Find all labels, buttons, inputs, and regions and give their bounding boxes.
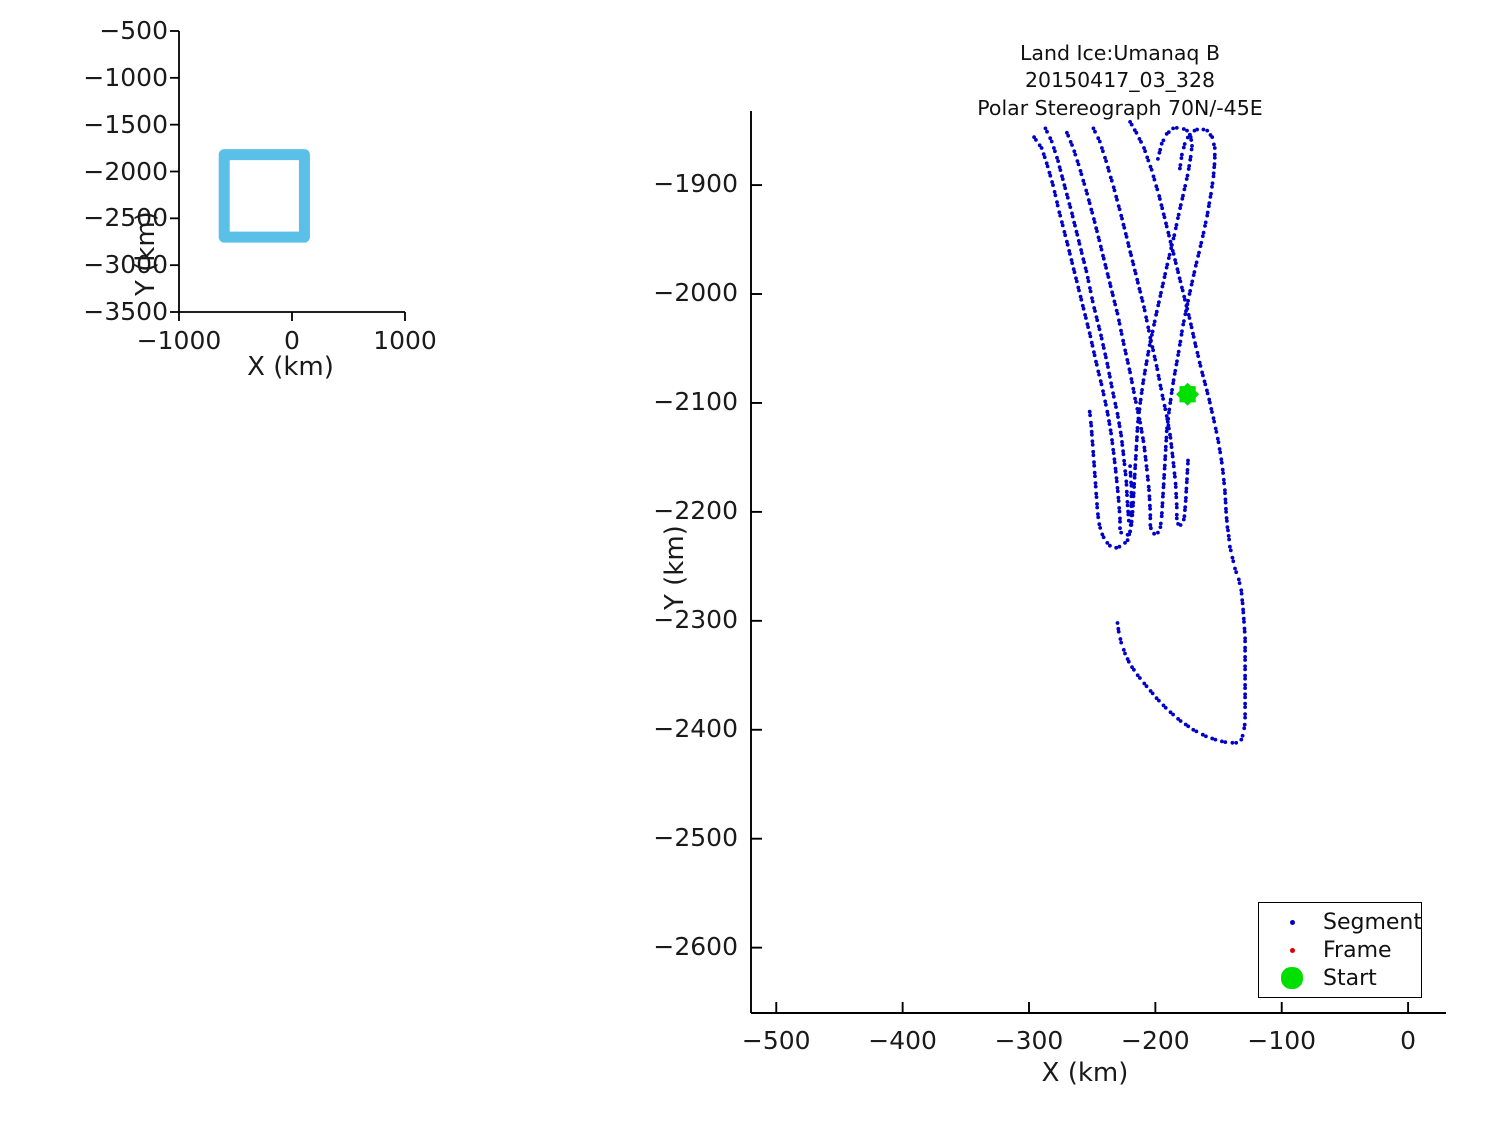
segment-track [1032,120,1247,745]
title-line-3: Polar Stereograph 70N/-45E [977,95,1263,120]
overview-y-tick: −3000 [83,250,168,280]
main-ticks [751,184,1410,1013]
title-line-2: 20150417_03_328 [1024,68,1216,93]
main-y-tick: −2200 [653,495,738,525]
overview-x-tick: −1000 [136,326,222,355]
track-line-4 [1091,126,1190,527]
main-y-tick: −1900 [653,169,738,199]
overview-y-tick: −1000 [83,62,168,92]
legend: Segment Frame Start [1258,902,1422,998]
legend-item-frame: Frame [1265,937,1392,963]
main-y-tick: −2100 [653,386,738,416]
main-y-axis-label: Y (km) [660,525,690,610]
title-line-1: Land Ice:Umanaq B [1019,41,1221,65]
overview-y-axis-label: Y (km) [131,211,161,296]
main-x-tick: 0 [1400,1026,1417,1055]
main-x-axis-label: X (km) [1041,1058,1129,1088]
main-y-tick: −2600 [653,931,738,961]
legend-item-segment: Segment [1265,909,1422,935]
overview-axes [170,30,406,321]
track-line-5-eastmost [1128,120,1230,533]
overview-x-axis-label: X (km) [247,352,334,382]
overview-extent-box [218,149,310,243]
overview-y-tick: −500 [99,16,168,45]
main-x-tick: −100 [1247,1026,1317,1055]
overview-ticks [170,30,406,321]
track-line-2 [1043,126,1131,523]
main-x-tick: −300 [994,1026,1064,1055]
main-y-tick: −2300 [653,604,738,634]
start-marker [1176,382,1200,406]
overview-y-tick: −1500 [83,109,168,139]
main-plot-title: Land Ice:Umanaq B 20150417_03_328 Polar … [860,40,1380,122]
overview-y-tick: −2000 [83,156,168,186]
overview-x-tick: 1000 [373,326,437,355]
blue-dot-icon [1265,909,1319,935]
main-y-tick: −2500 [653,822,738,852]
legend-label-start: Start [1323,965,1377,991]
track-west-hook [1087,409,1134,550]
main-x-tick: −500 [741,1026,811,1055]
legend-label-frame: Frame [1323,937,1392,963]
main-axes [750,111,1446,1014]
main-y-tick: −2400 [653,713,738,743]
main-y-tick: −2000 [653,278,738,307]
overview-y-tick: −2500 [83,203,168,233]
main-x-tick: −400 [868,1026,937,1055]
red-dot-icon [1265,937,1319,963]
main-x-tick: −200 [1121,1026,1190,1055]
green-blob-icon [1265,965,1319,991]
legend-item-start: Start [1265,965,1377,991]
track-south-transit [1115,534,1247,745]
overview-y-tick: −3500 [83,297,168,326]
overview-x-tick: 0 [284,326,300,355]
legend-label-segment: Segment [1323,909,1422,935]
track-line-3 [1065,127,1217,536]
